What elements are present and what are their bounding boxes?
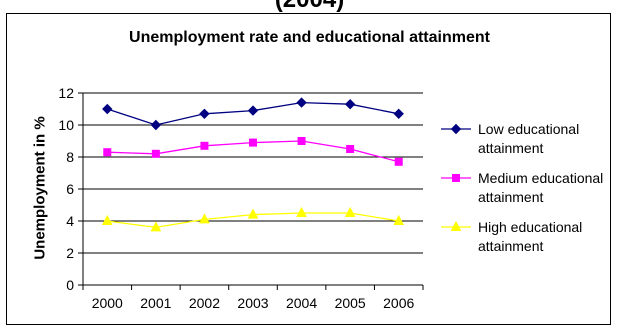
- y-tick-label: 6: [66, 181, 74, 197]
- y-tick-label: 12: [58, 85, 74, 101]
- legend-label-line: attainment: [478, 238, 543, 254]
- legend-label-line: Low educational: [478, 121, 579, 137]
- data-point-series-3: [101, 214, 113, 225]
- top-title-fragment: (2004): [0, 0, 619, 14]
- legend-label-1: Low educational attainment: [478, 121, 579, 156]
- x-tick-label: 2006: [383, 295, 414, 311]
- legend-marker-1: [450, 123, 462, 135]
- data-point-series-2: [200, 141, 209, 150]
- legend-label-line: attainment: [478, 140, 543, 156]
- chart-title: Unemployment rate and educational attain…: [129, 29, 490, 46]
- data-point-series-2: [151, 149, 160, 158]
- x-tick-label: 2004: [286, 295, 317, 311]
- data-point-series-2: [394, 157, 403, 166]
- data-point-series-2: [346, 145, 355, 153]
- data-point-series-1: [199, 108, 210, 120]
- legend-label-2: Medium educational attainment: [478, 170, 603, 205]
- legend-label-line: attainment: [478, 189, 543, 205]
- legend-marker-2: [452, 174, 460, 182]
- data-point-series-2: [297, 137, 306, 145]
- data-point-series-3: [344, 206, 356, 217]
- data-point-series-1: [393, 108, 404, 120]
- legend-label-line: Medium educational: [478, 170, 603, 186]
- y-tick-label: 10: [58, 117, 74, 133]
- legend-marker-3: [450, 220, 462, 231]
- x-tick-label: 2005: [335, 295, 366, 311]
- y-tick-label: 4: [66, 213, 74, 229]
- y-tick-label: 8: [66, 149, 74, 165]
- data-point-series-3: [247, 208, 259, 219]
- data-point-series-3: [296, 206, 307, 217]
- y-tick-label: 0: [66, 277, 74, 293]
- data-point-series-3: [393, 214, 405, 225]
- data-point-series-2: [249, 138, 257, 147]
- data-point-series-2: [103, 148, 112, 157]
- chart-frame: [6, 13, 611, 325]
- legend-label-3: High educational attainment: [478, 219, 582, 254]
- data-point-series-3: [199, 213, 210, 224]
- legend-label-line: High educational: [478, 219, 582, 235]
- x-tick-label: 2002: [189, 295, 220, 311]
- data-point-series-1: [150, 119, 162, 131]
- data-point-series-1: [247, 105, 259, 116]
- x-tick-label: 2003: [237, 295, 268, 311]
- data-point-series-1: [296, 97, 307, 108]
- data-point-series-1: [102, 103, 113, 115]
- x-tick-label: 2000: [92, 295, 123, 311]
- y-tick-label: 2: [66, 245, 74, 261]
- x-tick-label: 2001: [140, 295, 171, 311]
- data-point-series-3: [150, 221, 162, 232]
- data-point-series-1: [344, 98, 356, 110]
